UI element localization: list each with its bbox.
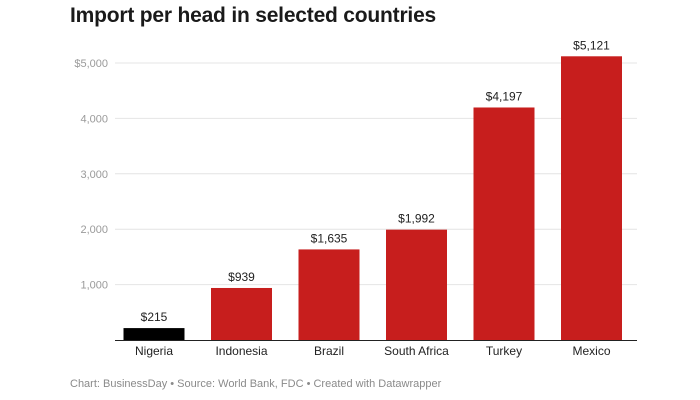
chart-title: Import per head in selected countries — [70, 4, 437, 27]
bar — [123, 328, 185, 340]
y-tick-label: $5,000 — [74, 58, 108, 70]
y-tick-label: 3,000 — [80, 169, 108, 181]
data-label: $1,635 — [311, 231, 348, 245]
bar — [561, 56, 622, 340]
data-label: $5,121 — [573, 38, 610, 52]
x-tick-label: Turkey — [486, 344, 522, 358]
data-label: $1,992 — [398, 212, 435, 226]
x-tick-label: Indonesia — [215, 344, 267, 358]
data-label: $939 — [228, 270, 255, 284]
x-axis-labels: Nigeria Indonesia Brazil South Africa Turkey… — [135, 344, 611, 358]
bars — [123, 56, 622, 340]
data-label: $4,197 — [486, 89, 523, 103]
x-tick-label: Brazil — [314, 344, 344, 358]
bar — [211, 287, 272, 340]
y-tick-label: 1,000 — [80, 280, 108, 292]
x-tick-label: Nigeria — [135, 344, 173, 358]
bar — [473, 107, 535, 340]
y-tick-label: 2,000 — [80, 224, 108, 236]
bar — [298, 249, 360, 340]
data-label: $215 — [141, 310, 168, 324]
gridlines — [115, 62, 637, 286]
chart-footer: Chart: BusinessDay • Source: World Bank,… — [70, 378, 442, 390]
y-tick-label: 4,000 — [80, 113, 108, 125]
y-axis-ticks: 1,000 2,000 3,000 4,000 $5,000 — [74, 58, 108, 292]
x-tick-label: Mexico — [572, 344, 610, 358]
data-labels: $215 $939 $1,635 $1,992 $4,197 $5,121 — [141, 38, 611, 324]
x-tick-label: South Africa — [384, 344, 449, 358]
bar — [386, 229, 447, 340]
